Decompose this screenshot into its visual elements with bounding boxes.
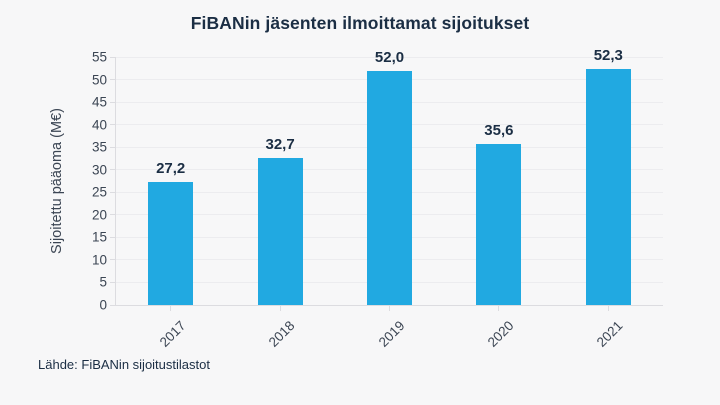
x-tick-mark xyxy=(170,306,172,311)
y-tick-label: 55 xyxy=(91,49,107,65)
y-tick-mark xyxy=(110,124,115,126)
x-tick-mark xyxy=(279,306,281,311)
bar-value-label: 27,2 xyxy=(156,160,186,178)
y-tick-label: 5 xyxy=(99,274,107,290)
bar xyxy=(257,157,303,305)
y-tick-label: 10 xyxy=(91,252,107,268)
gridline xyxy=(116,56,663,58)
y-tick-label: 15 xyxy=(91,229,107,245)
x-tick-label: 2018 xyxy=(265,318,298,350)
bar-value-label: 32,7 xyxy=(265,135,295,153)
y-tick-label: 0 xyxy=(99,297,107,313)
x-tick-mark xyxy=(607,306,609,311)
y-tick-label: 25 xyxy=(91,184,107,200)
bar xyxy=(148,182,194,305)
y-tick-label: 45 xyxy=(91,94,107,110)
x-tick-mark xyxy=(389,306,390,311)
y-tick-label: 35 xyxy=(91,139,107,155)
bar-value-label: 35,6 xyxy=(484,122,514,140)
y-tick-mark xyxy=(110,79,115,81)
bar-value-label: 52,3 xyxy=(593,47,623,65)
x-tick-mark xyxy=(498,306,500,311)
y-tick-mark xyxy=(110,304,115,306)
source-note: Lähde: FiBANin sijoitustilastot xyxy=(38,357,210,372)
bar-value-label: 52,0 xyxy=(374,48,405,66)
y-tick-mark xyxy=(110,281,115,283)
y-tick-mark xyxy=(110,101,115,103)
y-tick-label: 40 xyxy=(91,117,107,133)
y-tick-mark xyxy=(110,259,115,261)
x-tick-label: 2020 xyxy=(484,318,517,350)
plot-area: 27,2 2017 32,7 2018 52,0 2019 35,6 2020 52,3 2021 xyxy=(115,47,663,350)
chart-title: FiBANin jäsenten ilmoittamat sijoitukset xyxy=(190,13,530,33)
bar xyxy=(367,70,412,305)
y-tick-labels: 0 5 10 15 20 25 30 35 40 45 50 55 xyxy=(0,50,107,313)
x-tick-label: 2021 xyxy=(594,318,626,350)
y-tick-mark xyxy=(110,56,115,58)
y-tick-mark xyxy=(110,214,115,216)
y-tick-mark xyxy=(110,236,115,238)
y-tick-label: 30 xyxy=(91,162,107,178)
y-tick-mark xyxy=(110,191,115,193)
bar xyxy=(585,69,631,305)
y-tick-label: 20 xyxy=(91,207,107,223)
y-tick-label: 50 xyxy=(91,72,107,88)
y-tick-mark xyxy=(110,146,115,148)
bar xyxy=(476,144,522,305)
x-tick-label: 2019 xyxy=(375,318,408,350)
y-tick-mark xyxy=(110,169,115,171)
